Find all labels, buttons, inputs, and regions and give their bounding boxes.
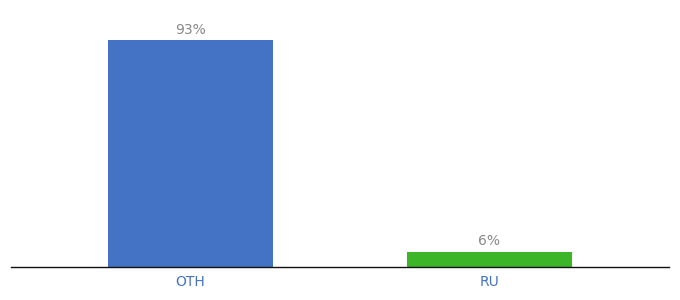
Text: 93%: 93% (175, 23, 206, 37)
Bar (407, 252, 572, 267)
Bar (108, 40, 273, 267)
Text: 6%: 6% (479, 234, 500, 248)
